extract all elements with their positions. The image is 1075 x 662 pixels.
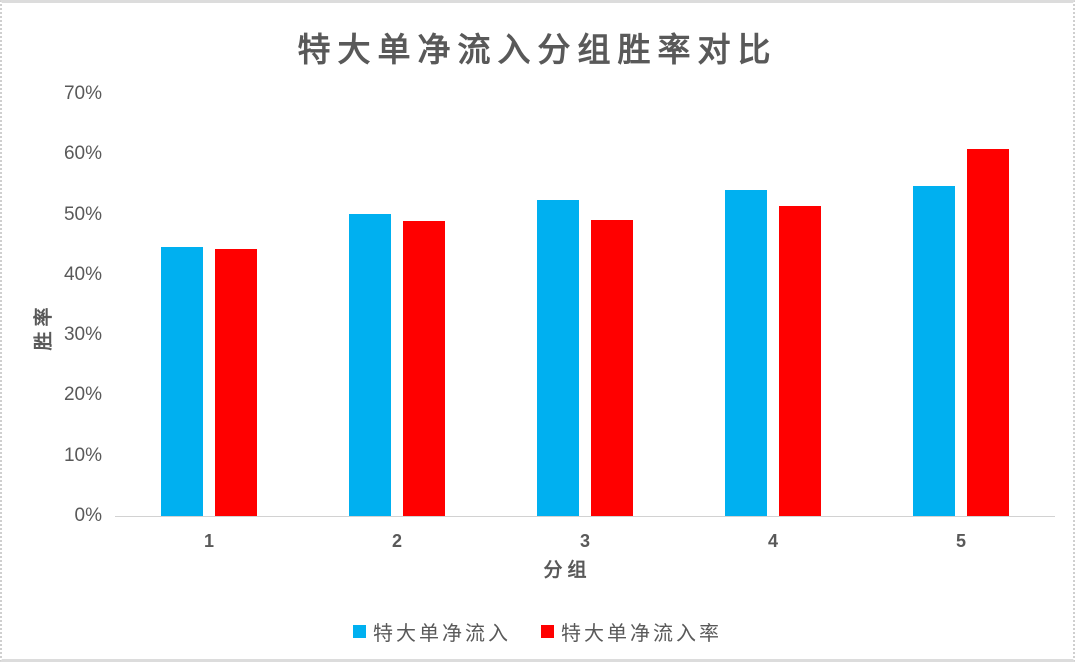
x-category-label-5: 5: [955, 531, 966, 551]
legend-item-1: 特大单净流入: [353, 617, 511, 646]
y-tick-label-50: 50%: [63, 203, 102, 225]
bar-series1-group3: [537, 200, 579, 516]
bar-series1-group2: [349, 213, 391, 516]
y-axis-title: 胜率: [33, 302, 55, 351]
x-category-label-1: 1: [203, 531, 214, 551]
y-tick-label-0: 0%: [74, 505, 102, 526]
bar-series2-group1: [215, 248, 257, 516]
bar-series1-group5: [913, 186, 955, 516]
x-category-label-4: 4: [767, 531, 778, 551]
chart-title: 特大单净流入分组胜率对比: [297, 31, 778, 68]
bar-series2-group3: [591, 220, 633, 516]
bar-series2-group4: [779, 206, 821, 516]
y-tick-label-30: 30%: [63, 324, 102, 346]
legend: 特大单净流入 特大单净流入率: [2, 617, 1073, 646]
legend-swatch-icon: [353, 625, 366, 638]
y-tick-label-70: 70%: [63, 83, 102, 104]
bar-series2-group2: [403, 220, 445, 516]
legend-item-2: 特大单净流入率: [541, 617, 722, 646]
bar-series2-group5: [967, 149, 1009, 516]
y-tick-label-20: 20%: [63, 384, 102, 406]
x-category-label-2: 2: [391, 531, 402, 551]
legend-swatch-icon: [541, 625, 554, 638]
y-tick-label-60: 60%: [63, 143, 102, 165]
y-tick-label-10: 10%: [63, 444, 102, 466]
bar-series1-group4: [725, 190, 767, 516]
x-category-label-3: 3: [579, 531, 590, 551]
bar-series1-group1: [161, 246, 203, 516]
legend-label: 特大单净流入: [373, 623, 511, 645]
y-tick-label-40: 40%: [63, 263, 102, 285]
x-axis-title: 分组: [543, 560, 592, 581]
legend-label: 特大单净流入率: [561, 623, 722, 645]
plot-area: [115, 94, 1055, 517]
